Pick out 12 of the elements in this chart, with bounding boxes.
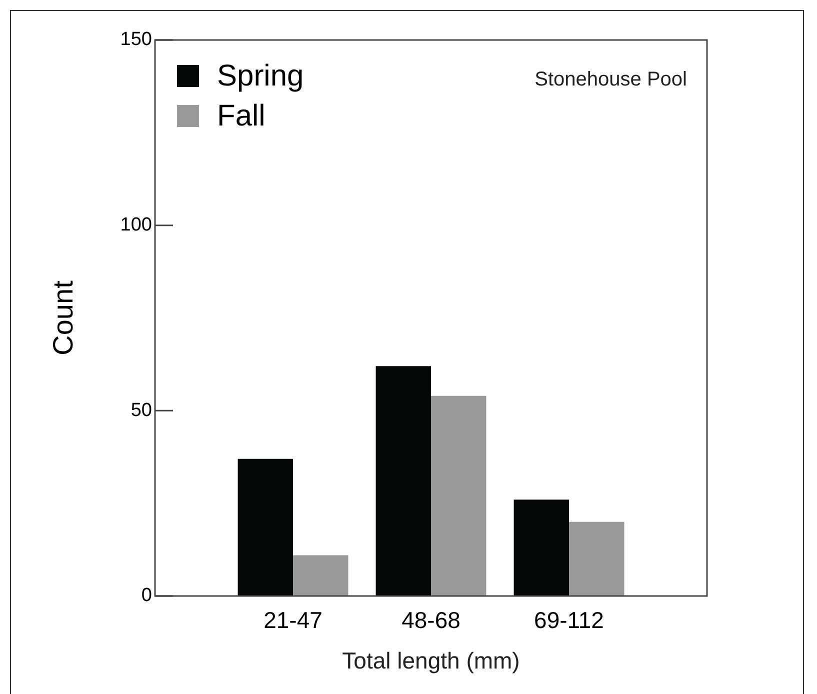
x-tick-label: 21-47 <box>264 607 322 634</box>
y-tick-label: 50 <box>130 400 152 421</box>
y-tick-label: 150 <box>120 29 152 50</box>
legend-label: Spring <box>217 59 304 92</box>
y-axis-title: Count <box>48 280 79 356</box>
y-tick-label: 100 <box>120 214 152 236</box>
y-tick-label: 0 <box>141 585 152 606</box>
x-tick-label: 69-112 <box>534 607 604 634</box>
x-axis-title: Total length (mm) <box>342 648 520 674</box>
legend-label: Fall <box>217 99 266 132</box>
x-tick-label: 48-68 <box>402 607 460 634</box>
annotation: Stonehouse Pool <box>534 68 687 91</box>
